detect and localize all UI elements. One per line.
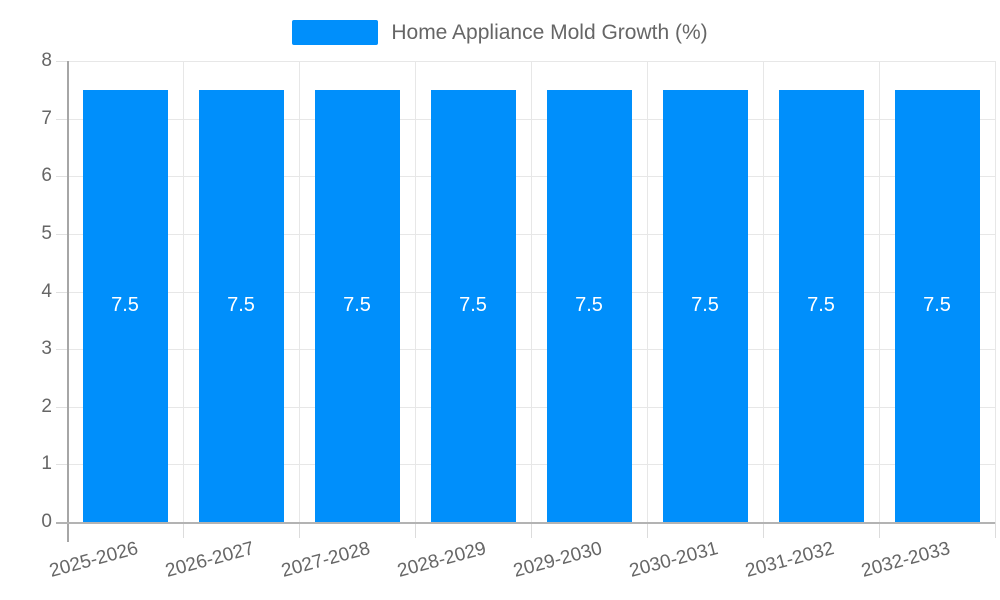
legend-marker-swatch[interactable]	[292, 20, 379, 45]
y-tick-mark	[56, 118, 67, 120]
bar: 7.5	[430, 89, 516, 522]
bar-value-label: 7.5	[923, 294, 951, 317]
y-tick-mark	[56, 61, 67, 62]
x-axis-line	[56, 522, 995, 524]
bar-value-label: 7.5	[343, 294, 371, 317]
x-gridline	[647, 61, 648, 522]
bar: 7.5	[778, 89, 864, 522]
y-axis-tick-label: 3	[41, 338, 52, 360]
legend[interactable]: Home Appliance Mold Growth (%)	[0, 20, 1000, 45]
y-axis-tick-label: 4	[41, 280, 52, 302]
y-tick-mark	[56, 464, 67, 466]
y-axis-line	[67, 61, 69, 542]
bar: 7.5	[82, 89, 168, 522]
x-gridline	[879, 61, 880, 522]
y-axis-tick-label: 2	[41, 395, 52, 417]
y-axis-tick-label: 8	[41, 50, 52, 71]
legend-series-label[interactable]: Home Appliance Mold Growth (%)	[391, 20, 708, 44]
x-tick-mark	[531, 522, 532, 538]
x-tick-mark	[879, 522, 880, 538]
y-axis-tick-label: 5	[41, 222, 52, 244]
x-tick-mark	[299, 522, 300, 538]
bar: 7.5	[314, 89, 400, 522]
bar: 7.5	[546, 89, 632, 522]
y-axis-tick-label: 0	[41, 511, 52, 532]
y-axis-tick-label: 6	[41, 165, 52, 187]
x-gridline	[995, 61, 996, 522]
x-gridline	[415, 61, 416, 522]
bar-value-label: 7.5	[691, 294, 719, 317]
bar: 7.5	[198, 89, 284, 522]
x-tick-mark	[995, 522, 996, 538]
y-tick-mark	[56, 233, 67, 235]
bar-value-label: 7.5	[227, 294, 255, 317]
x-tick-mark	[647, 522, 648, 538]
x-gridline	[299, 61, 300, 522]
bar-value-label: 7.5	[807, 294, 835, 317]
y-tick-mark	[56, 176, 67, 178]
x-tick-mark	[763, 522, 764, 538]
y-tick-mark	[56, 406, 67, 408]
bar-value-label: 7.5	[111, 294, 139, 317]
bar-value-label: 7.5	[575, 294, 603, 317]
x-gridline	[183, 61, 184, 522]
x-gridline	[531, 61, 532, 522]
y-axis-tick-label: 7	[41, 107, 52, 129]
bar: 7.5	[894, 89, 980, 522]
bar-value-label: 7.5	[459, 294, 487, 317]
y-axis-tick-label: 1	[41, 453, 52, 475]
y-tick-mark	[56, 349, 67, 351]
bar: 7.5	[662, 89, 748, 522]
y-tick-mark	[56, 291, 67, 293]
x-tick-mark	[415, 522, 416, 538]
x-tick-mark	[183, 522, 184, 538]
x-gridline	[763, 61, 764, 522]
